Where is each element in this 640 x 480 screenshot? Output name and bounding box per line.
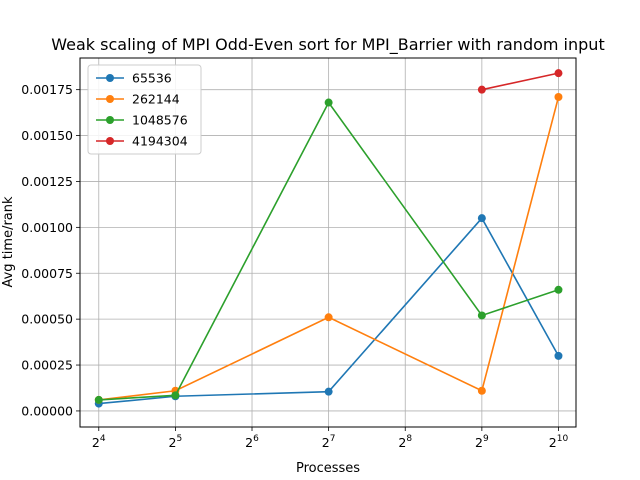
series-4194304 [477, 69, 563, 94]
data-point [554, 351, 563, 360]
legend-label: 65536 [132, 71, 172, 86]
y-axis-label: Avg time/rank [1, 196, 16, 288]
legend-item: 262144 [96, 92, 180, 107]
y-tick-label: 0.00175 [21, 82, 73, 97]
y-tick-label: 0.00100 [21, 220, 73, 235]
legend-box [87, 64, 202, 155]
y-tick-label: 0.00150 [21, 128, 73, 143]
data-point [324, 313, 333, 322]
legend: 65536 262144 1048576 4194304 [87, 64, 202, 155]
x-tick-label: 27 [322, 434, 336, 450]
x-tick-label: 210 [549, 434, 569, 450]
x-tick-label: 25 [169, 434, 183, 450]
x-tick-label: 28 [398, 434, 412, 450]
x-axis-ticks: 24 25 26 27 28 29 210 [92, 427, 569, 450]
legend-item: 4194304 [96, 134, 188, 149]
data-point [554, 285, 563, 294]
series-line [481, 72, 559, 91]
data-point [324, 98, 333, 107]
data-point [477, 311, 486, 320]
legend-item: 65536 [96, 71, 172, 86]
x-axis-label: Processes [296, 461, 360, 476]
legend-label: 1048576 [132, 113, 188, 128]
series-1048576 [94, 98, 563, 404]
legend-marker [106, 137, 114, 145]
data-point [94, 395, 103, 404]
plot-series [94, 69, 563, 408]
data-point [477, 386, 486, 395]
grid-lines [80, 58, 576, 427]
legend-label: 4194304 [132, 134, 188, 149]
data-point [477, 85, 486, 94]
axes-frame [79, 57, 577, 428]
y-tick-label: 0.00125 [21, 174, 73, 189]
data-point [171, 391, 180, 400]
legend-marker [106, 74, 114, 82]
y-tick-label: 0.00050 [21, 312, 73, 327]
y-tick-label: 0.00025 [21, 358, 73, 373]
data-point [477, 214, 486, 223]
legend-marker [106, 116, 114, 124]
legend-item: 1048576 [96, 113, 188, 128]
chart-title: Weak scaling of MPI Odd-Even sort for MP… [51, 35, 604, 55]
data-point [554, 93, 563, 102]
legend-marker [106, 95, 114, 103]
y-tick-label: 0.00000 [21, 403, 73, 418]
data-point [324, 387, 333, 396]
x-tick-label: 29 [475, 434, 489, 450]
x-tick-label: 26 [245, 434, 259, 450]
y-tick-label: 0.00075 [21, 266, 73, 281]
legend-label: 262144 [132, 92, 180, 107]
x-tick-label: 24 [92, 434, 106, 450]
data-point [554, 69, 563, 78]
y-axis-ticks: 0.00000 0.00025 0.00050 0.00075 0.00100 0.001… [21, 82, 80, 418]
